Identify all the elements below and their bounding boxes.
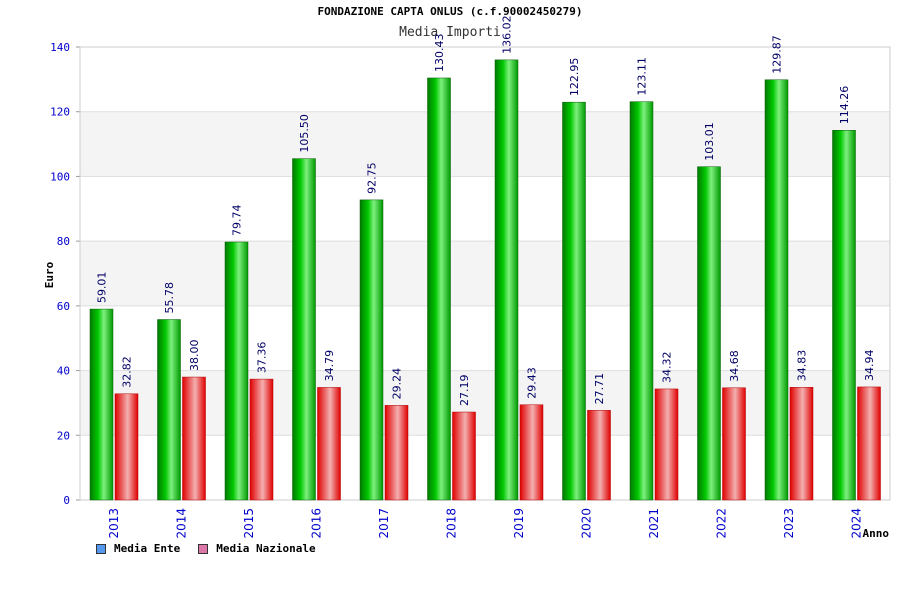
bar-media-nazionale <box>722 387 746 501</box>
legend: Media Ente Media Nazionale <box>96 542 316 555</box>
bar-media-ente <box>157 319 181 501</box>
x-tick-label: 2024 <box>850 508 864 539</box>
legend-item-media-ente: Media Ente <box>96 542 180 555</box>
data-label: 123.11 <box>636 57 649 96</box>
bar-media-ente <box>562 101 586 501</box>
bar-media-nazionale <box>857 386 881 501</box>
legend-label-media-nazionale: Media Nazionale <box>216 542 316 555</box>
x-tick-label: 2020 <box>580 508 594 539</box>
grid-band <box>80 241 890 306</box>
bar-media-ente <box>427 77 451 501</box>
data-label: 59.01 <box>96 272 109 304</box>
data-label: 55.78 <box>163 282 176 314</box>
bar-media-nazionale <box>519 404 544 501</box>
bar-media-ente <box>832 130 856 501</box>
data-label: 32.82 <box>121 356 134 388</box>
y-tick-label: 0 <box>63 494 70 507</box>
bar-media-ente <box>89 308 114 501</box>
chart-title: FONDAZIONE CAPTA ONLUS (c.f.90002450279) <box>317 5 583 18</box>
x-axis-label: Anno <box>863 527 890 540</box>
y-tick-label: 80 <box>57 235 70 248</box>
y-tick-label: 100 <box>50 170 70 183</box>
data-label: 122.95 <box>568 58 581 97</box>
chart-subtitle: Media Importi <box>399 25 501 40</box>
bar-media-nazionale <box>249 378 274 501</box>
data-label: 34.83 <box>796 350 809 382</box>
x-tick-label: 2017 <box>377 508 391 539</box>
data-label: 27.19 <box>458 375 471 407</box>
data-label: 37.36 <box>256 342 269 374</box>
x-tick-label: 2013 <box>107 508 121 539</box>
bar-media-nazionale <box>452 411 476 501</box>
y-tick-label: 20 <box>57 429 70 442</box>
data-label: 34.94 <box>863 349 876 381</box>
data-label: 103.01 <box>703 122 716 161</box>
data-label: 34.68 <box>728 350 741 382</box>
x-tick-label: 2021 <box>647 508 661 539</box>
data-label: 38.00 <box>188 340 201 372</box>
bar-media-ente <box>629 101 654 501</box>
y-tick-label: 140 <box>50 41 70 54</box>
data-label: 79.74 <box>231 204 244 236</box>
x-tick-label: 2023 <box>782 508 796 539</box>
bar-media-nazionale <box>384 405 409 501</box>
data-label: 29.43 <box>526 367 539 399</box>
y-axis-label: Euro <box>43 261 56 288</box>
plot-frame <box>79 46 891 501</box>
grid-band <box>80 111 890 177</box>
bar-media-nazionale <box>114 393 139 501</box>
grid-band <box>80 370 890 436</box>
y-tick-label: 120 <box>50 106 70 119</box>
bar-media-nazionale <box>317 387 341 501</box>
x-tick-label: 2022 <box>715 508 729 539</box>
data-label: 34.79 <box>323 350 336 382</box>
bar-media-ente <box>359 199 384 501</box>
data-label: 92.75 <box>366 162 379 194</box>
x-tick-label: 2015 <box>242 508 256 539</box>
bar-media-nazionale <box>182 376 206 501</box>
data-label: 129.87 <box>771 35 784 74</box>
bar-media-ente <box>494 59 519 501</box>
legend-item-media-nazionale: Media Nazionale <box>198 542 316 555</box>
x-tick-label: 2018 <box>445 508 459 539</box>
data-label: 34.32 <box>661 351 674 383</box>
y-tick-label: 40 <box>57 365 70 378</box>
legend-swatch-media-ente <box>96 543 106 554</box>
data-label: 105.50 <box>298 114 311 153</box>
bar-media-nazionale <box>654 388 679 501</box>
bar-media-ente <box>292 158 316 501</box>
data-label: 114.26 <box>838 86 851 125</box>
data-label: 136.02 <box>501 15 514 54</box>
bar-media-nazionale <box>587 410 611 501</box>
legend-label-media-ente: Media Ente <box>114 542 181 555</box>
legend-swatch-media-nazionale <box>198 543 209 554</box>
y-tick-label: 60 <box>57 300 70 313</box>
x-tick-label: 2019 <box>512 508 526 539</box>
data-label: 27.71 <box>593 373 606 405</box>
x-tick-label: 2016 <box>310 508 324 539</box>
data-label: 130.43 <box>433 33 446 72</box>
data-label: 29.24 <box>391 368 404 400</box>
bar-media-ente <box>764 79 789 501</box>
bar-media-nazionale <box>789 387 814 501</box>
bar-media-ente <box>224 241 249 501</box>
x-tick-label: 2014 <box>175 508 189 539</box>
bar-media-ente <box>697 166 721 501</box>
